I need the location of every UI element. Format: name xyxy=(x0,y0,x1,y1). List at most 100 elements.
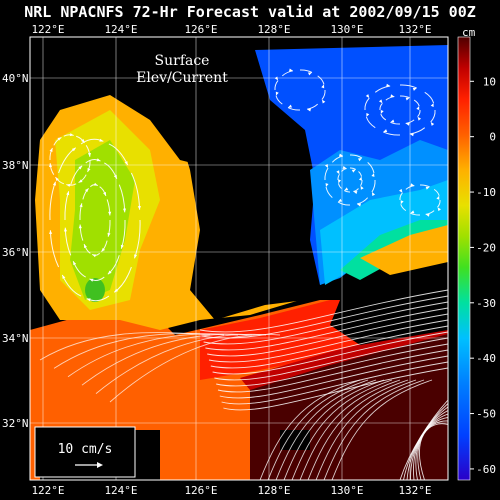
current-arrow xyxy=(390,94,395,98)
current-streamline xyxy=(399,192,403,201)
current-streamline xyxy=(287,107,301,111)
current-streamline xyxy=(365,116,376,129)
current-arrow xyxy=(371,172,375,177)
current-arrow xyxy=(436,195,440,200)
current-streamline xyxy=(364,97,370,111)
lon-label: 126°E xyxy=(184,484,217,497)
current-streamline xyxy=(210,325,448,369)
current-arrow xyxy=(378,99,383,104)
lat-labels: 40°N 38°N 36°N 34°N 32°N xyxy=(2,72,29,430)
colorbar: cm 10 0 -10 -20 -30 -40 -50 -60 xyxy=(457,26,496,481)
current-arrow xyxy=(417,116,422,121)
current-streamline xyxy=(317,75,325,85)
current-streamline xyxy=(419,184,430,188)
current-streamline xyxy=(299,69,313,73)
current-arrow xyxy=(342,165,347,169)
current-arrow xyxy=(325,183,329,188)
lon-label: 128°E xyxy=(257,484,290,497)
lat-label: 36°N xyxy=(2,246,29,259)
current-streamline xyxy=(212,331,448,375)
current-streamline xyxy=(307,379,409,480)
current-streamline xyxy=(219,355,448,399)
current-streamline xyxy=(433,188,440,196)
current-streamline xyxy=(367,161,375,174)
current-streamline xyxy=(299,379,401,480)
current-streamline xyxy=(360,179,363,187)
current-arrow xyxy=(62,274,66,279)
current-arrow xyxy=(274,76,279,81)
current-streamline xyxy=(324,167,329,181)
colorbar-tick-label: -10 xyxy=(476,186,496,199)
current-arrow xyxy=(99,138,104,142)
current-arrow xyxy=(103,191,106,196)
lon-labels-top: 122°E 124°E 126°E 128°E 130°E 132°E xyxy=(31,23,431,36)
current-arrow xyxy=(405,122,410,126)
current-streamline xyxy=(267,379,369,480)
current-arrow xyxy=(360,185,364,190)
current-arrow xyxy=(425,186,430,190)
current-streamline xyxy=(349,154,363,159)
colorbar-tick-label: -60 xyxy=(476,463,496,476)
current-arrow xyxy=(386,83,391,87)
current-arrow xyxy=(336,170,340,175)
lon-label: 122°E xyxy=(31,23,64,36)
current-streamline xyxy=(379,102,383,111)
current-arrow xyxy=(289,68,293,72)
current-streamline xyxy=(430,109,436,123)
current-arrow xyxy=(71,147,76,152)
current-arrow xyxy=(399,188,403,193)
current-arrow xyxy=(390,119,395,123)
current-streamline xyxy=(337,183,342,189)
current-arrow xyxy=(66,191,70,196)
current-streamline xyxy=(417,109,421,118)
panel-label-line1: Surface xyxy=(155,53,210,69)
current-streamline xyxy=(306,103,319,110)
current-streamline xyxy=(207,313,448,357)
map-frame xyxy=(29,36,449,481)
page-title: NRL NPACNFS 72-Hr Forecast valid at 2002… xyxy=(24,3,476,21)
heatmap-field xyxy=(30,37,448,480)
current-arrow xyxy=(69,133,74,137)
current-streamline xyxy=(283,379,385,480)
current-arrow xyxy=(73,261,77,266)
current-streamline xyxy=(353,188,359,193)
current-arrow xyxy=(79,203,83,208)
current-arrow xyxy=(351,169,356,173)
current-arrow xyxy=(357,203,362,207)
current-streamline xyxy=(380,113,387,121)
current-streamline xyxy=(95,333,267,394)
current-arrow xyxy=(321,84,325,89)
colorbar-tick-label: 10 xyxy=(483,75,496,88)
current-arrow xyxy=(416,106,420,111)
current-arrow xyxy=(134,254,138,259)
colorbar-tick-label: -40 xyxy=(476,352,496,365)
current-arrow xyxy=(107,232,111,237)
lon-label: 122°E xyxy=(31,484,64,497)
current-arrow xyxy=(49,148,53,153)
lon-label: 130°E xyxy=(330,484,363,497)
lon-label: 126°E xyxy=(184,23,217,36)
current-streamline xyxy=(315,379,417,480)
current-streamline xyxy=(199,289,448,333)
current-streamline xyxy=(323,379,425,480)
current-arrow xyxy=(344,187,349,191)
current-arrow xyxy=(358,158,362,162)
current-arrow xyxy=(84,244,87,249)
current-arrow xyxy=(101,247,106,252)
current-streamline xyxy=(425,210,435,215)
current-arrow xyxy=(78,179,83,183)
current-arrow xyxy=(437,207,441,212)
current-streamline xyxy=(223,367,448,411)
current-streamline xyxy=(358,171,363,177)
lon-label: 124°E xyxy=(104,484,137,497)
current-streamline xyxy=(349,167,357,170)
current-arrow xyxy=(137,205,141,210)
current-streamline xyxy=(321,89,326,100)
current-arrow xyxy=(96,158,101,162)
current-arrow xyxy=(353,191,358,195)
current-streamline xyxy=(274,80,279,91)
current-arrow xyxy=(122,208,127,213)
lon-labels-bottom: 122°E 124°E 126°E 128°E 130°E 132°E xyxy=(31,484,431,497)
current-streamline xyxy=(275,95,283,105)
